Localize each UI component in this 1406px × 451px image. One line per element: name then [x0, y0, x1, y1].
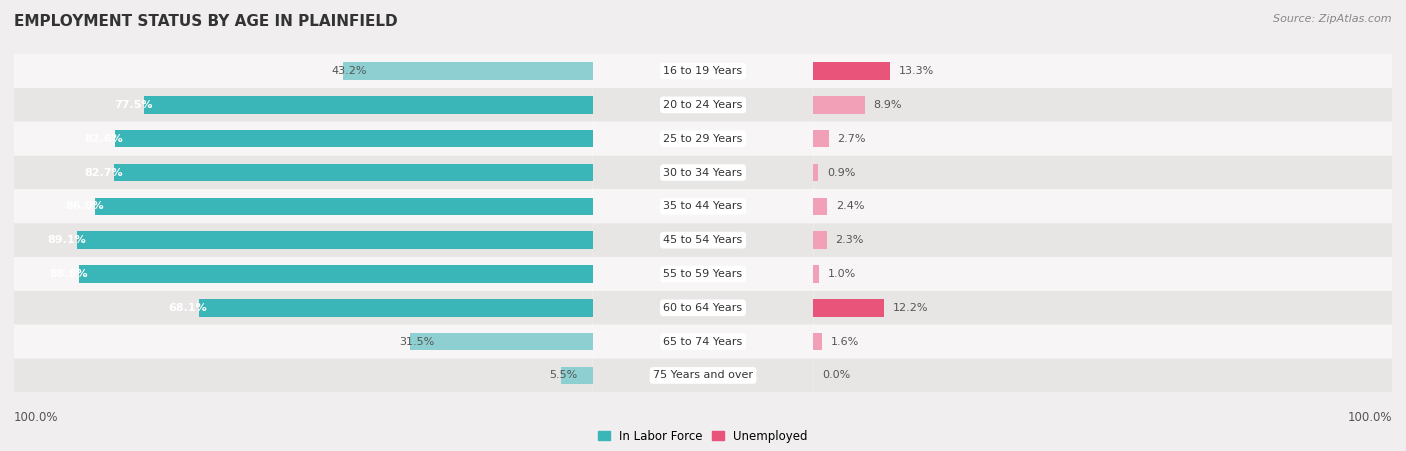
Bar — [813, 333, 823, 350]
Text: Source: ZipAtlas.com: Source: ZipAtlas.com — [1274, 14, 1392, 23]
FancyBboxPatch shape — [593, 257, 813, 291]
Text: 45 to 54 Years: 45 to 54 Years — [664, 235, 742, 245]
Text: 60 to 64 Years: 60 to 64 Years — [664, 303, 742, 313]
FancyBboxPatch shape — [593, 122, 813, 156]
Text: 89.1%: 89.1% — [46, 235, 86, 245]
FancyBboxPatch shape — [14, 88, 593, 122]
FancyBboxPatch shape — [593, 359, 813, 392]
FancyBboxPatch shape — [14, 54, 593, 88]
FancyBboxPatch shape — [813, 359, 1392, 392]
Bar — [96, 198, 593, 215]
Bar — [813, 130, 830, 147]
Text: 31.5%: 31.5% — [399, 336, 434, 347]
Text: 13.3%: 13.3% — [898, 66, 934, 76]
Bar — [813, 265, 820, 283]
Text: 2.3%: 2.3% — [835, 235, 863, 245]
FancyBboxPatch shape — [593, 189, 813, 223]
Bar — [77, 231, 593, 249]
FancyBboxPatch shape — [14, 359, 593, 392]
Bar — [145, 96, 593, 114]
Text: 86.0%: 86.0% — [65, 201, 104, 212]
Text: 82.6%: 82.6% — [84, 133, 124, 144]
FancyBboxPatch shape — [593, 325, 813, 359]
Bar — [198, 299, 593, 317]
Legend: In Labor Force, Unemployed: In Labor Force, Unemployed — [593, 425, 813, 448]
Text: 77.5%: 77.5% — [114, 100, 153, 110]
FancyBboxPatch shape — [14, 122, 593, 156]
Text: 1.0%: 1.0% — [828, 269, 856, 279]
FancyBboxPatch shape — [813, 189, 1392, 223]
Text: 12.2%: 12.2% — [893, 303, 928, 313]
Bar — [115, 130, 593, 147]
FancyBboxPatch shape — [813, 257, 1392, 291]
Text: 2.4%: 2.4% — [835, 201, 865, 212]
Text: EMPLOYMENT STATUS BY AGE IN PLAINFIELD: EMPLOYMENT STATUS BY AGE IN PLAINFIELD — [14, 14, 398, 28]
Text: 65 to 74 Years: 65 to 74 Years — [664, 336, 742, 347]
Text: 30 to 34 Years: 30 to 34 Years — [664, 167, 742, 178]
Text: 75 Years and over: 75 Years and over — [652, 370, 754, 381]
Text: 100.0%: 100.0% — [1347, 411, 1392, 424]
FancyBboxPatch shape — [14, 325, 593, 359]
FancyBboxPatch shape — [593, 223, 813, 257]
Text: 0.0%: 0.0% — [823, 370, 851, 381]
Bar — [813, 164, 818, 181]
Bar — [813, 96, 865, 114]
Bar — [343, 62, 593, 80]
FancyBboxPatch shape — [593, 54, 813, 88]
Text: 16 to 19 Years: 16 to 19 Years — [664, 66, 742, 76]
FancyBboxPatch shape — [14, 156, 593, 189]
FancyBboxPatch shape — [14, 257, 593, 291]
Text: 82.7%: 82.7% — [84, 167, 122, 178]
Bar — [79, 265, 593, 283]
FancyBboxPatch shape — [813, 88, 1392, 122]
FancyBboxPatch shape — [593, 156, 813, 189]
Text: 20 to 24 Years: 20 to 24 Years — [664, 100, 742, 110]
Text: 5.5%: 5.5% — [550, 370, 578, 381]
FancyBboxPatch shape — [813, 325, 1392, 359]
Text: 0.9%: 0.9% — [827, 167, 855, 178]
Bar — [813, 62, 890, 80]
Bar — [813, 198, 827, 215]
Text: 25 to 29 Years: 25 to 29 Years — [664, 133, 742, 144]
Text: 2.7%: 2.7% — [838, 133, 866, 144]
Text: 55 to 59 Years: 55 to 59 Years — [664, 269, 742, 279]
Text: 88.8%: 88.8% — [49, 269, 87, 279]
Text: 68.1%: 68.1% — [169, 303, 207, 313]
FancyBboxPatch shape — [14, 291, 593, 325]
FancyBboxPatch shape — [14, 189, 593, 223]
Bar — [411, 333, 593, 350]
Text: 100.0%: 100.0% — [14, 411, 59, 424]
FancyBboxPatch shape — [593, 291, 813, 325]
Text: 1.6%: 1.6% — [831, 336, 859, 347]
Bar — [114, 164, 593, 181]
FancyBboxPatch shape — [813, 291, 1392, 325]
Bar — [813, 231, 827, 249]
Bar — [813, 299, 884, 317]
FancyBboxPatch shape — [813, 54, 1392, 88]
FancyBboxPatch shape — [813, 122, 1392, 156]
FancyBboxPatch shape — [14, 223, 593, 257]
Bar — [561, 367, 593, 384]
FancyBboxPatch shape — [813, 156, 1392, 189]
Text: 43.2%: 43.2% — [332, 66, 367, 76]
Text: 8.9%: 8.9% — [873, 100, 901, 110]
Text: 35 to 44 Years: 35 to 44 Years — [664, 201, 742, 212]
FancyBboxPatch shape — [813, 223, 1392, 257]
FancyBboxPatch shape — [593, 88, 813, 122]
